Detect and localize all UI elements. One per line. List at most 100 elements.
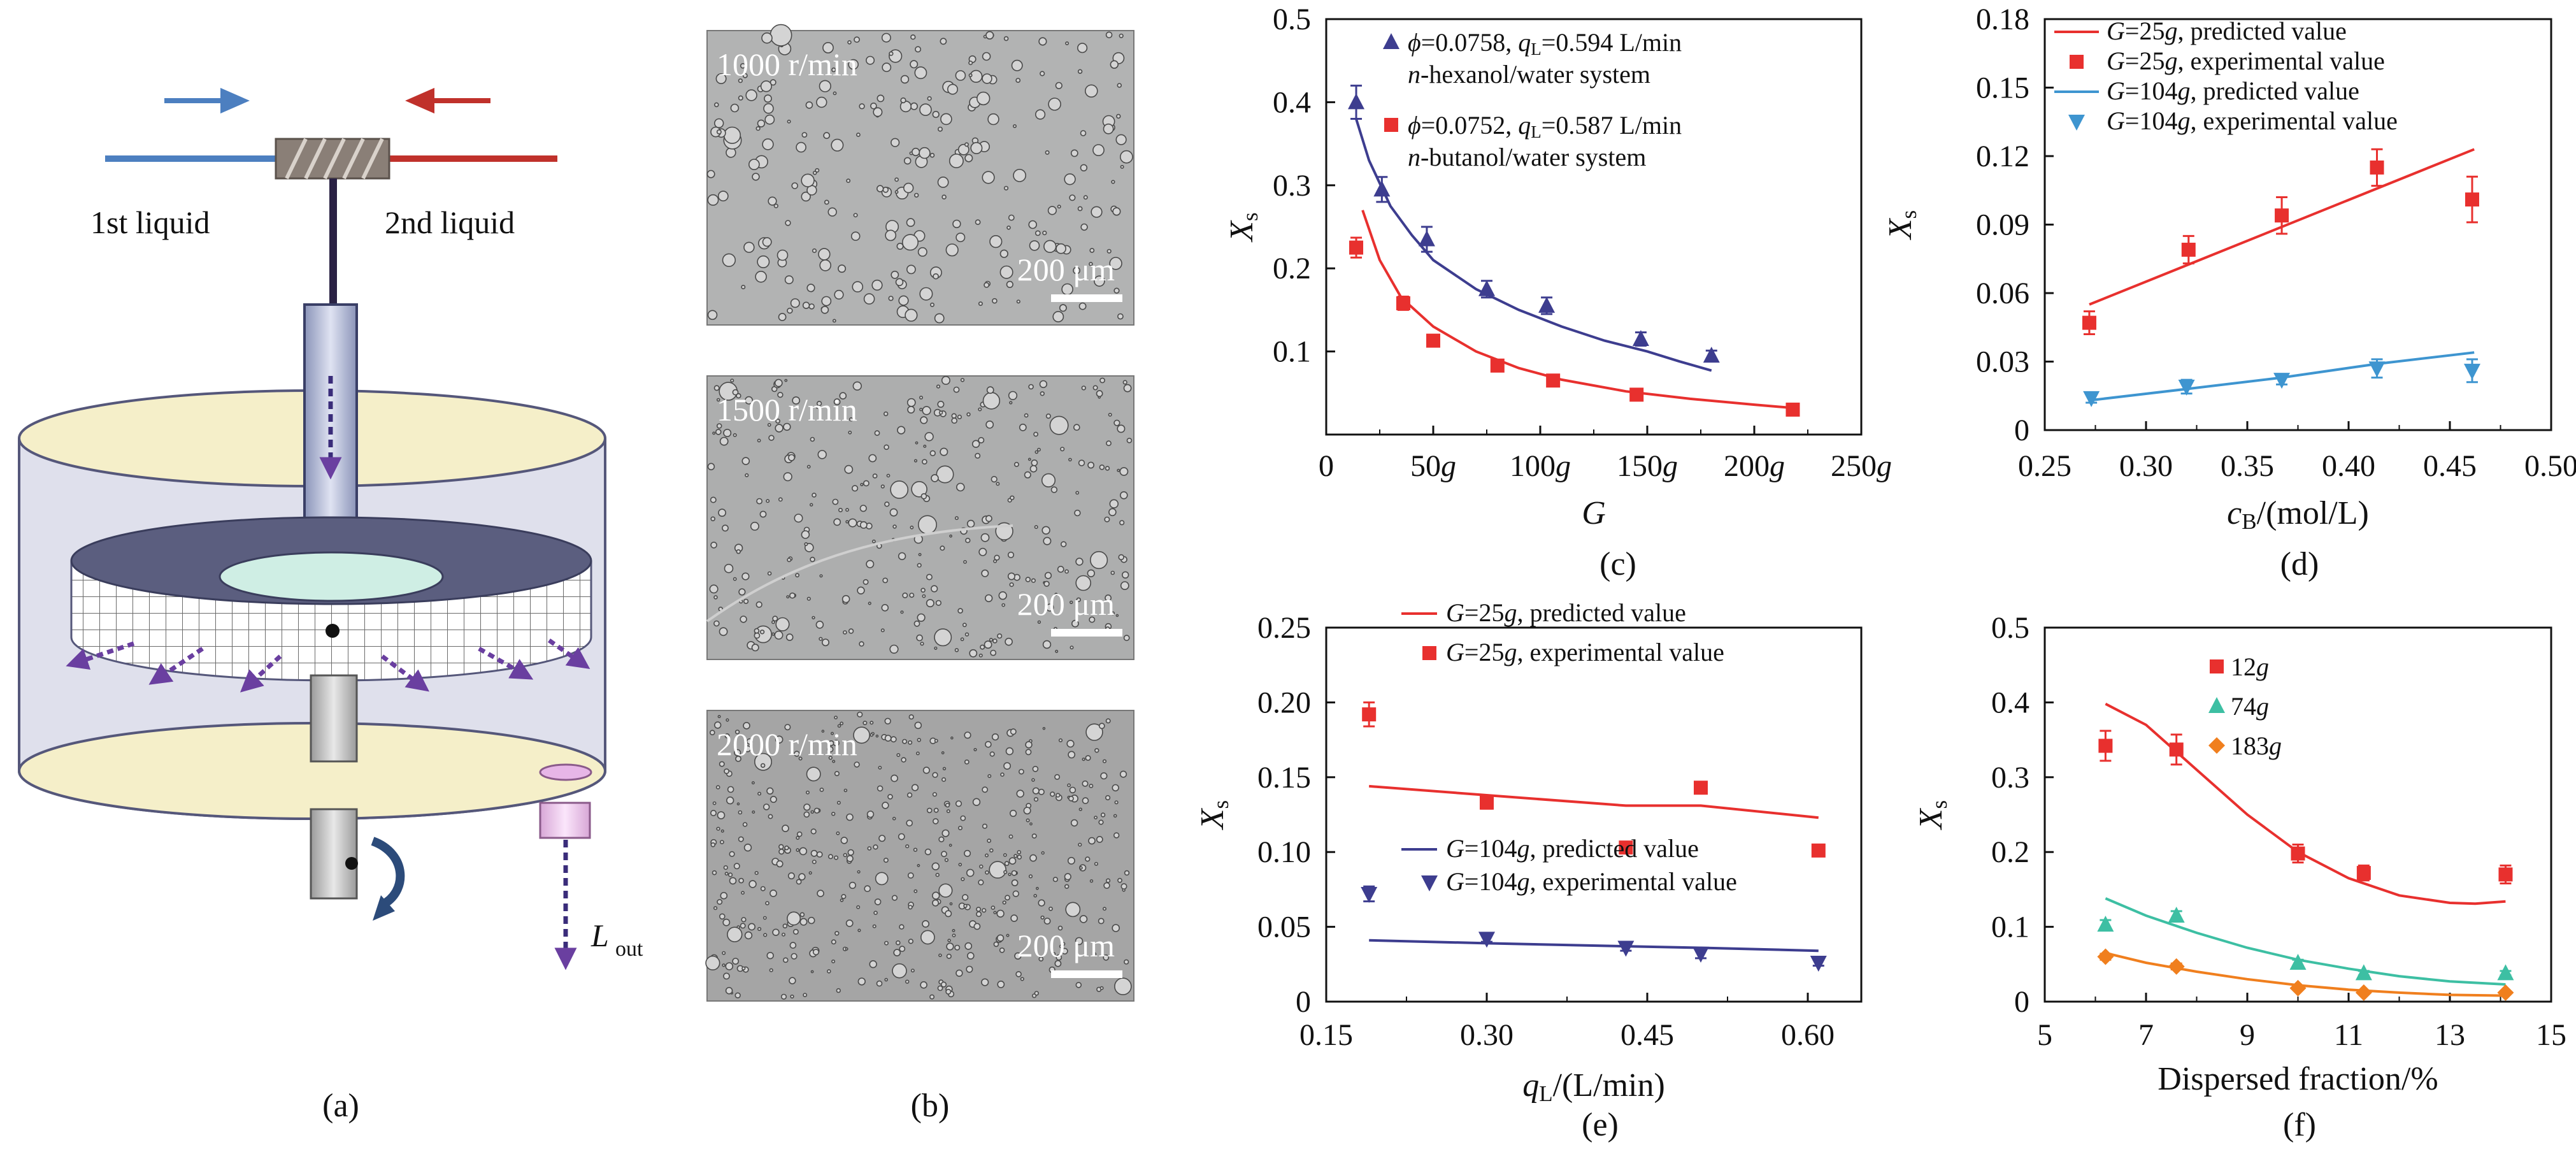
- y-tick-label: 0.2: [1273, 252, 1311, 285]
- y-tick-label: 0: [2014, 985, 2029, 1019]
- x-tick-label: 250g: [1831, 449, 1892, 483]
- data-point: [2465, 192, 2479, 207]
- data-point: [2289, 953, 2307, 970]
- panel-label: (e): [1582, 1107, 1619, 1143]
- series-curve: [2105, 897, 2506, 986]
- data-point: [1538, 296, 1556, 313]
- series-curve: [2105, 951, 2506, 997]
- scale-bar-label: 200 μm: [1017, 586, 1115, 622]
- x-tick-label: 0.60: [1781, 1018, 1835, 1052]
- y-tick-label: 0.05: [1257, 911, 1311, 944]
- x-tick-label: 15: [2536, 1018, 2566, 1052]
- panel-label: (d): [2280, 546, 2319, 582]
- x-tick-label: 100g: [1510, 449, 1571, 483]
- legend-entry: G=25g, predicted value: [1446, 598, 1686, 627]
- liquid-1-label: 1st liquid: [90, 205, 210, 240]
- plot-frame: [2043, 626, 2552, 1003]
- legend-entry: G=104g, experimental value: [1446, 867, 1737, 896]
- data-point: [1694, 781, 1708, 795]
- x-tick-label: 0.45: [2423, 449, 2477, 483]
- legend-entry-line1: ϕ=0.0758, qL=0.594 L/min: [1408, 28, 1682, 59]
- data-point: [1362, 707, 1377, 722]
- y-axis-title: Xs: [1224, 212, 1263, 242]
- outlet-label: L: [590, 918, 609, 953]
- data-point: [1418, 230, 1435, 247]
- x-axis-title: cB/(mol/L): [2227, 495, 2369, 534]
- charts: 0 50g 100g 150g 200g 250g 0.1 0.2 0.3 0.4 0.5 G Xs (c…: [1194, 3, 2576, 1143]
- x-tick-label: 200g: [1724, 449, 1785, 483]
- y-tick-label: 0.10: [1257, 835, 1311, 869]
- droplets: [706, 24, 1133, 324]
- inlet-arrow-blue: [164, 87, 250, 114]
- legend-entry-line1: ϕ=0.0752, qL=0.587 L/min: [1408, 111, 1682, 141]
- y-tick-label: 0.20: [1257, 686, 1311, 719]
- feed-line-blue: [105, 155, 277, 162]
- series-1: [2098, 702, 2513, 905]
- legend-entry: G=104g, predicted value: [1446, 834, 1699, 863]
- data-point: [2497, 964, 2514, 981]
- data-point: [2098, 738, 2113, 753]
- data-point: [2082, 315, 2096, 330]
- data-point: [1478, 932, 1495, 948]
- x-tick-label: 9: [2240, 1018, 2255, 1052]
- data-point: [2355, 984, 2372, 1001]
- legend: ϕ=0.0758, qL=0.594 L/minn-hexanol/water …: [1383, 28, 1682, 171]
- data-point: [2208, 697, 2225, 713]
- series-curve: [1369, 784, 1819, 819]
- data-point: [1785, 402, 1800, 417]
- data-point: [1426, 333, 1440, 348]
- data-point: [1349, 240, 1364, 255]
- y-tick-label: 0.12: [1976, 140, 2029, 173]
- y-tick-label: 0.03: [1976, 345, 2029, 379]
- x-axis-title: G: [1582, 495, 1606, 531]
- panel-label: (f): [2283, 1107, 2316, 1143]
- y-tick-label: 0.25: [1257, 611, 1311, 645]
- data-point: [2097, 948, 2114, 965]
- y-tick-label: 0.18: [1976, 3, 2029, 36]
- series-4: [1361, 885, 1827, 972]
- y-tick-label: 0.3: [1991, 761, 2029, 795]
- reactor-diagram: 1st liquid 2nd liquid: [18, 87, 643, 1124]
- data-point: [1361, 886, 1378, 903]
- x-tick-label: 150g: [1617, 449, 1678, 483]
- legend-entry: G=104g, experimental value: [2107, 106, 2398, 135]
- data-point: [2169, 742, 2184, 757]
- data-point: [1490, 358, 1505, 373]
- y-tick-label: 0: [2014, 414, 2029, 447]
- data-point: [2068, 115, 2085, 131]
- data-point: [2291, 846, 2305, 861]
- data-point: [2370, 160, 2384, 175]
- data-point: [1396, 296, 1410, 310]
- x-tick-label: 7: [2138, 1018, 2154, 1052]
- series-curve: [1361, 210, 1793, 410]
- data-point: [2497, 984, 2514, 1001]
- spray-arrows: [66, 638, 590, 693]
- y-tick-label: 0.3: [1273, 169, 1311, 203]
- data-point: [2208, 737, 2225, 754]
- speed-label: 1000 r/min: [717, 47, 857, 82]
- x-axis-title: qL/(L/min): [1522, 1067, 1665, 1106]
- data-point: [2355, 964, 2372, 981]
- data-point: [1480, 795, 1494, 810]
- series-3: [2097, 948, 2514, 1001]
- data-point: [1703, 347, 1720, 363]
- data-point: [1421, 875, 1438, 891]
- data-point: [1348, 93, 1365, 110]
- scale-bar: [1051, 629, 1122, 637]
- data-point: [1629, 387, 1644, 402]
- speed-label: 2000 r/min: [717, 726, 857, 762]
- chart-e: 0.15 0.30 0.45 0.60 0 0.05 0.10 0.15 0.20 0.25 qL/…: [1194, 598, 1863, 1143]
- x-tick-label: 0.45: [1621, 1018, 1674, 1052]
- series-2: [2082, 148, 2479, 335]
- outlet-label-subscript: out: [615, 937, 643, 961]
- plot-frame: [1325, 626, 1863, 1003]
- y-axis-title: Xs: [1913, 800, 1952, 830]
- data-point: [2070, 55, 2084, 69]
- legend-entry: 74g: [2231, 692, 2269, 721]
- data-point: [1384, 118, 1398, 132]
- y-tick-label: 0.1: [1991, 911, 2029, 944]
- x-tick-label: 0: [1319, 449, 1334, 483]
